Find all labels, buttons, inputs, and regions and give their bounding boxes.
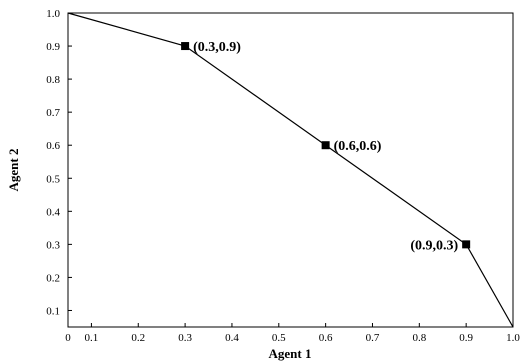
x-tick-label: 0.2 [131, 332, 145, 344]
data-point-marker [321, 141, 330, 150]
data-point-label: (0.6,0.6) [334, 139, 382, 154]
x-tick-label: 0 [65, 332, 71, 344]
x-tick-label: 0.6 [319, 332, 333, 344]
x-tick-label: 0.7 [366, 332, 380, 344]
x-tick-label: 0.4 [225, 332, 239, 344]
y-tick-label: 0.7 [46, 107, 60, 119]
data-point-marker [181, 42, 190, 51]
x-axis-ticks: 0 0.1 0.2 0.3 0.4 0.5 0.6 0.7 0.8 0.9 1.0 [65, 323, 520, 344]
marked-points-layer: (0.3,0.9) (0.6,0.6) (0.9,0.3) [181, 40, 471, 253]
y-tick-label: 0.2 [46, 272, 60, 284]
x-tick-label: 0.8 [412, 332, 426, 344]
y-axis-label: Agent 2 [6, 149, 21, 192]
y-tick-label: 0.4 [46, 206, 60, 218]
y-tick-label: 0.9 [46, 41, 60, 53]
x-tick-label: 0.9 [459, 332, 473, 344]
x-tick-label: 0.1 [85, 332, 99, 344]
x-axis-label: Agent 1 [269, 346, 312, 361]
y-tick-label: 0.1 [46, 305, 60, 317]
data-point-label: (0.3,0.9) [193, 40, 241, 55]
y-tick-label: 1.0 [46, 8, 60, 20]
data-point-marker [462, 240, 471, 249]
x-tick-label: 1.0 [506, 332, 520, 344]
y-axis-ticks: 0.1 0.2 0.3 0.4 0.5 0.6 0.7 0.8 0.9 1.0 [46, 8, 72, 317]
y-tick-label: 0.8 [46, 74, 60, 86]
series-layer [67, 12, 514, 328]
y-tick-label: 0.3 [46, 239, 60, 251]
x-tick-label: 0.5 [272, 332, 286, 344]
y-tick-label: 0.5 [46, 173, 60, 185]
x-tick-label: 0.3 [178, 332, 192, 344]
plot-area-frame [67, 12, 514, 328]
y-tick-label: 0.6 [46, 140, 60, 152]
data-point-label: (0.9,0.3) [410, 238, 458, 253]
series-line [67, 12, 514, 328]
